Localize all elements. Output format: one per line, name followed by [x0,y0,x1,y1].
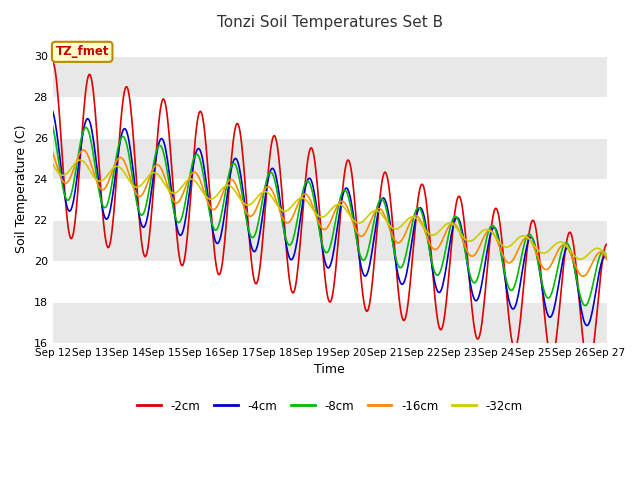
-16cm [116,155,124,160]
-4cm [583,323,591,328]
-4cm [49,108,56,114]
-4cm [116,141,124,147]
-16cm [579,274,587,279]
-32cm [59,172,67,178]
-16cm [49,150,56,156]
-8cm [582,303,589,309]
Title: Tonzi Soil Temperatures Set B: Tonzi Soil Temperatures Set B [217,15,443,30]
Bar [52,56,607,97]
Legend: -2cm, -4cm, -8cm, -16cm, -32cm: -2cm, -4cm, -8cm, -16cm, -32cm [132,395,527,417]
-2cm [413,203,421,208]
-32cm [202,193,210,199]
-16cm [414,214,422,220]
-4cm [59,179,67,184]
-16cm [173,200,180,206]
Line: -2cm: -2cm [52,62,607,367]
-8cm [116,139,124,144]
X-axis label: Time: Time [314,363,345,376]
-8cm [603,254,611,260]
-4cm [172,220,180,226]
-32cm [116,165,124,171]
Line: -16cm: -16cm [52,150,607,276]
-2cm [172,223,180,229]
Bar [52,138,607,179]
Y-axis label: Soil Temperature (C): Soil Temperature (C) [15,125,28,253]
-32cm [398,223,406,228]
-2cm [603,241,611,247]
-32cm [49,161,56,167]
Line: -32cm: -32cm [52,160,607,259]
-2cm [397,310,405,316]
-16cm [59,178,67,184]
-4cm [202,173,209,179]
-8cm [172,216,180,222]
-32cm [414,217,422,223]
-8cm [397,264,405,270]
Text: TZ_fmet: TZ_fmet [56,45,109,58]
-2cm [116,132,124,137]
-2cm [202,135,209,141]
-4cm [413,210,421,216]
-8cm [202,184,209,190]
-16cm [398,237,406,243]
-32cm [173,189,180,195]
-4cm [397,281,405,287]
-32cm [603,253,611,259]
Line: -8cm: -8cm [52,126,607,306]
-4cm [603,256,611,262]
Bar [52,220,607,261]
-8cm [59,183,67,189]
Line: -4cm: -4cm [52,111,607,325]
-16cm [79,147,87,153]
-2cm [584,364,592,370]
-32cm [577,256,584,262]
-16cm [603,257,611,263]
-8cm [413,205,421,211]
-2cm [49,59,56,65]
-16cm [202,195,210,201]
-8cm [49,123,56,129]
Bar [52,302,607,343]
-2cm [59,159,67,165]
-32cm [77,157,84,163]
